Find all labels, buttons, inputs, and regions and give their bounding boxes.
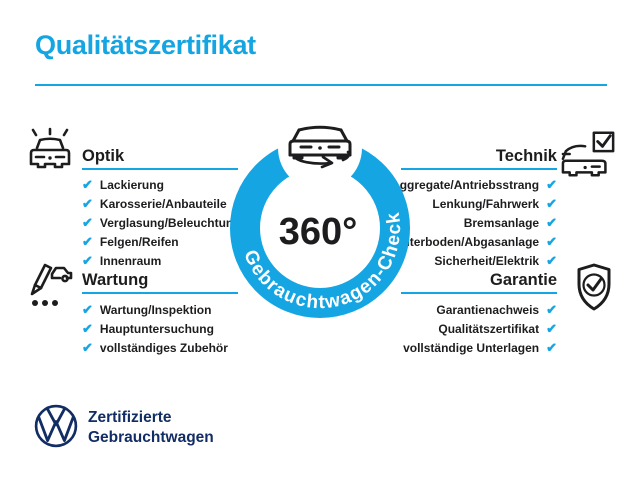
check-icon: ✔ xyxy=(82,195,93,211)
optik-checklist: ✔ Lackierung ✔ Karosserie/Anbauteile ✔ Verg… xyxy=(82,175,241,270)
brand-line-1: Zertifizierte xyxy=(88,409,172,426)
list-item: Unterboden/Abgasanlage ✔ xyxy=(393,233,557,249)
service-checklist-icon xyxy=(24,258,76,310)
list-item: ✔ Lackierung xyxy=(82,176,164,192)
section-title-technik: Technik xyxy=(495,147,557,165)
section-rule-wartung xyxy=(82,292,238,294)
check-icon: ✔ xyxy=(546,339,557,355)
section-rule-technik xyxy=(401,168,557,170)
360-check-badge: Gebrauchtwagen-Check 360° xyxy=(225,106,415,320)
check-icon: ✔ xyxy=(82,301,93,317)
section-title-garantie: Garantie xyxy=(490,271,557,289)
section-title-optik: Optik xyxy=(82,147,125,165)
check-icon: ✔ xyxy=(82,252,93,268)
list-item: ✔ Karosserie/Anbauteile xyxy=(82,195,227,211)
page-title: Qualitätszertifikat xyxy=(35,30,256,60)
car-checkbox-icon xyxy=(561,129,617,181)
list-item: ✔ Felgen/Reifen xyxy=(82,233,179,249)
wartung-checklist: ✔ Wartung/Inspektion ✔ Hauptuntersuchung ✔… xyxy=(82,300,228,357)
car-360-rotation-icon xyxy=(288,125,352,169)
check-icon: ✔ xyxy=(82,339,93,355)
list-item: ✔ Innenraum xyxy=(82,252,162,268)
check-icon: ✔ xyxy=(546,176,557,192)
car-shine-icon xyxy=(24,126,76,178)
360-degree-label: 360° xyxy=(279,211,358,253)
list-item: ✔ Wartung/Inspektion xyxy=(82,301,212,317)
technik-checklist: Aggregate/Antriebsstrang ✔ Lenkung/Fahrwe… xyxy=(357,175,557,270)
list-item: ✔ Hauptuntersuchung xyxy=(82,320,214,336)
title-divider xyxy=(35,84,607,86)
shield-check-icon xyxy=(572,262,616,314)
check-icon: ✔ xyxy=(546,214,557,230)
list-item: ✔ Verglasung/Beleuchtung xyxy=(82,214,241,230)
list-item: Garantienachweis ✔ xyxy=(436,301,557,317)
section-rule-garantie xyxy=(401,292,557,294)
check-icon: ✔ xyxy=(546,301,557,317)
list-item: Qualitätszertifikat ✔ xyxy=(438,320,557,336)
check-icon: ✔ xyxy=(82,233,93,249)
check-icon: ✔ xyxy=(546,320,557,336)
check-icon: ✔ xyxy=(546,195,557,211)
brand-wordmark: Zertifizierte Gebrauchtwagen xyxy=(88,408,214,448)
list-item: Bremsanlage ✔ xyxy=(463,214,557,230)
check-icon: ✔ xyxy=(82,320,93,336)
list-item: Aggregate/Antriebsstrang ✔ xyxy=(391,176,557,192)
garantie-checklist: Garantienachweis ✔ Qualitätszertifikat ✔ v… xyxy=(357,300,557,357)
section-rule-optik xyxy=(82,168,238,170)
list-item: ✔ vollständiges Zubehör xyxy=(82,339,228,355)
check-icon: ✔ xyxy=(546,233,557,249)
list-item: Sicherheit/Elektrik ✔ xyxy=(434,252,557,268)
list-item: vollständige Unterlagen ✔ xyxy=(403,339,557,355)
check-icon: ✔ xyxy=(82,176,93,192)
vw-logo xyxy=(33,403,79,449)
brand-line-2: Gebrauchtwagen xyxy=(88,429,214,446)
check-icon: ✔ xyxy=(546,252,557,268)
list-item: Lenkung/Fahrwerk ✔ xyxy=(432,195,557,211)
section-title-wartung: Wartung xyxy=(82,271,149,289)
check-icon: ✔ xyxy=(82,214,93,230)
